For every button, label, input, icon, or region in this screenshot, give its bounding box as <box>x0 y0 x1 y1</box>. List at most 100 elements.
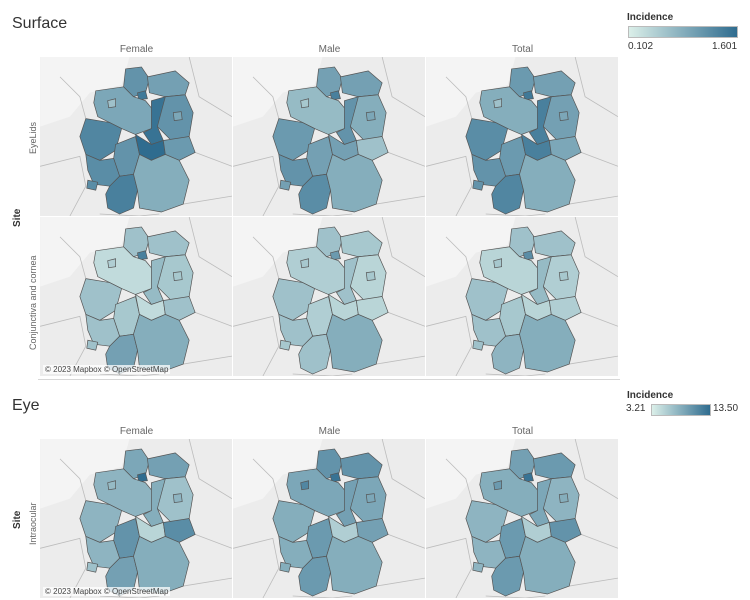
state-region-sn[interactable] <box>162 136 196 161</box>
state-region-nw[interactable] <box>465 278 509 321</box>
state-region-ni[interactable] <box>479 468 542 517</box>
state-region-hb[interactable] <box>300 98 309 109</box>
state-region-hb[interactable] <box>493 258 502 269</box>
state-region-sn[interactable] <box>548 518 582 543</box>
map-panel[interactable] <box>40 57 232 216</box>
state-region-nw[interactable] <box>465 118 509 161</box>
state-region-nw[interactable] <box>272 278 316 321</box>
state-region-mv[interactable] <box>533 230 576 258</box>
state-region-nw[interactable] <box>79 278 123 321</box>
legend-color-bar[interactable] <box>651 404 711 416</box>
state-region-hb[interactable] <box>107 258 116 269</box>
state-region-mv[interactable] <box>147 452 190 480</box>
state-region-mv[interactable] <box>340 452 383 480</box>
state-region-sl[interactable] <box>472 339 485 351</box>
map-attribution[interactable]: © 2023 Mapbox © OpenStreetMap <box>43 587 171 596</box>
state-region-nw[interactable] <box>79 500 123 543</box>
state-region-hh[interactable] <box>137 250 148 261</box>
state-region-mv[interactable] <box>533 452 576 480</box>
map-panel[interactable] <box>426 439 618 598</box>
state-region-bw[interactable] <box>298 555 331 597</box>
state-region-by[interactable] <box>519 153 576 213</box>
state-region-hb[interactable] <box>493 98 502 109</box>
state-region-sn[interactable] <box>355 518 389 543</box>
state-region-sn[interactable] <box>162 296 196 321</box>
state-region-bw[interactable] <box>298 333 331 375</box>
state-region-sn[interactable] <box>162 518 196 543</box>
map-panel[interactable] <box>426 217 618 376</box>
map-panel[interactable]: © 2023 Mapbox © OpenStreetMap <box>40 217 232 376</box>
state-region-hh[interactable] <box>137 472 148 483</box>
state-region-ni[interactable] <box>93 86 156 135</box>
state-region-by[interactable] <box>326 153 383 213</box>
state-region-ni[interactable] <box>286 86 349 135</box>
state-region-sl[interactable] <box>279 561 292 573</box>
state-region-hh[interactable] <box>523 90 534 101</box>
state-region-bw[interactable] <box>105 173 138 215</box>
state-region-sl[interactable] <box>86 179 99 191</box>
state-region-mv[interactable] <box>147 230 190 258</box>
state-region-be[interactable] <box>365 271 376 281</box>
state-region-nw[interactable] <box>272 500 316 543</box>
state-region-sl[interactable] <box>472 561 485 573</box>
state-region-mv[interactable] <box>533 70 576 98</box>
state-region-ni[interactable] <box>286 468 349 517</box>
state-region-sn[interactable] <box>548 136 582 161</box>
state-region-hb[interactable] <box>107 98 116 109</box>
map-attribution[interactable]: © 2023 Mapbox © OpenStreetMap <box>43 365 171 374</box>
state-region-ni[interactable] <box>93 246 156 295</box>
state-region-by[interactable] <box>133 313 190 373</box>
state-region-sn[interactable] <box>355 296 389 321</box>
state-region-hb[interactable] <box>107 480 116 491</box>
state-region-be[interactable] <box>558 271 569 281</box>
state-region-nw[interactable] <box>79 118 123 161</box>
state-region-by[interactable] <box>133 153 190 213</box>
state-region-be[interactable] <box>172 111 183 121</box>
state-region-hh[interactable] <box>330 250 341 261</box>
state-region-sl[interactable] <box>472 179 485 191</box>
state-region-by[interactable] <box>326 313 383 373</box>
state-region-sl[interactable] <box>279 339 292 351</box>
state-region-ni[interactable] <box>479 246 542 295</box>
state-region-mv[interactable] <box>147 70 190 98</box>
state-region-hb[interactable] <box>300 258 309 269</box>
state-region-ni[interactable] <box>479 86 542 135</box>
state-region-by[interactable] <box>326 535 383 595</box>
state-region-nw[interactable] <box>465 500 509 543</box>
state-region-be[interactable] <box>172 493 183 503</box>
state-region-hh[interactable] <box>137 90 148 101</box>
state-region-hh[interactable] <box>523 250 534 261</box>
state-region-bw[interactable] <box>491 333 524 375</box>
state-region-sl[interactable] <box>86 561 99 573</box>
state-region-be[interactable] <box>365 493 376 503</box>
state-region-ni[interactable] <box>93 468 156 517</box>
state-region-bw[interactable] <box>298 173 331 215</box>
state-region-be[interactable] <box>365 111 376 121</box>
state-region-hb[interactable] <box>300 480 309 491</box>
state-region-hh[interactable] <box>330 90 341 101</box>
state-region-sn[interactable] <box>355 136 389 161</box>
state-region-nw[interactable] <box>272 118 316 161</box>
map-panel[interactable] <box>426 57 618 216</box>
state-region-bw[interactable] <box>491 173 524 215</box>
state-region-be[interactable] <box>172 271 183 281</box>
legend-color-bar[interactable] <box>628 26 738 38</box>
state-region-mv[interactable] <box>340 70 383 98</box>
state-region-bw[interactable] <box>491 555 524 597</box>
state-region-by[interactable] <box>133 535 190 595</box>
state-region-hh[interactable] <box>330 472 341 483</box>
state-region-be[interactable] <box>558 111 569 121</box>
state-region-sl[interactable] <box>279 179 292 191</box>
state-region-hh[interactable] <box>523 472 534 483</box>
state-region-hb[interactable] <box>493 480 502 491</box>
map-panel[interactable] <box>233 439 425 598</box>
state-region-by[interactable] <box>519 535 576 595</box>
map-panel[interactable] <box>233 217 425 376</box>
map-panel[interactable] <box>233 57 425 216</box>
map-panel[interactable]: © 2023 Mapbox © OpenStreetMap <box>40 439 232 598</box>
state-region-by[interactable] <box>519 313 576 373</box>
state-region-ni[interactable] <box>286 246 349 295</box>
state-region-mv[interactable] <box>340 230 383 258</box>
state-region-sl[interactable] <box>86 339 99 351</box>
state-region-sn[interactable] <box>548 296 582 321</box>
